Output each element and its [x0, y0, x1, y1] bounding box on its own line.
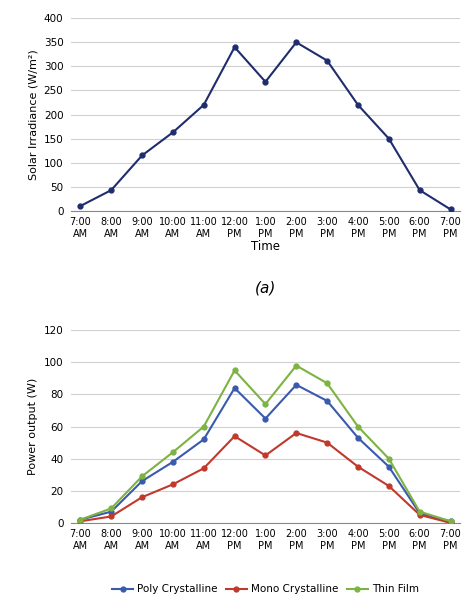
Line: Poly Crystalline: Poly Crystalline: [78, 382, 453, 523]
Poly Crystalline: [170, 458, 176, 466]
Poly Crystalline: [386, 463, 392, 471]
Poly Crystalline: [109, 508, 114, 516]
Poly Crystalline: [78, 516, 83, 523]
Line: Thin Film: Thin Film: [78, 363, 453, 523]
Y-axis label: Power output (W): Power output (W): [28, 378, 38, 475]
Poly Crystalline: [447, 517, 453, 525]
Mono Crystalline: [201, 465, 207, 472]
Mono Crystalline: [139, 494, 145, 501]
Mono Crystalline: [417, 511, 422, 519]
Line: Mono Crystalline: Mono Crystalline: [78, 430, 453, 525]
Mono Crystalline: [355, 463, 361, 471]
Poly Crystalline: [293, 381, 299, 389]
Thin Film: [232, 367, 237, 374]
Thin Film: [386, 455, 392, 462]
Y-axis label: Solar Irradiance (W/m²): Solar Irradiance (W/m²): [28, 49, 38, 180]
Mono Crystalline: [170, 481, 176, 488]
Poly Crystalline: [324, 397, 330, 404]
Poly Crystalline: [417, 510, 422, 517]
X-axis label: Time: Time: [251, 240, 280, 253]
Thin Film: [139, 472, 145, 480]
Legend: Poly Crystalline, Mono Crystalline, Thin Film: Poly Crystalline, Mono Crystalline, Thin…: [108, 580, 423, 598]
Poly Crystalline: [263, 415, 268, 422]
Mono Crystalline: [447, 519, 453, 527]
Mono Crystalline: [386, 482, 392, 489]
Thin Film: [355, 423, 361, 430]
Thin Film: [447, 517, 453, 525]
Text: (a): (a): [255, 280, 276, 295]
Mono Crystalline: [324, 439, 330, 446]
Poly Crystalline: [139, 477, 145, 485]
Thin Film: [324, 379, 330, 387]
Thin Film: [263, 401, 268, 408]
Thin Film: [293, 362, 299, 369]
Mono Crystalline: [232, 432, 237, 440]
Mono Crystalline: [263, 452, 268, 459]
Thin Film: [201, 423, 207, 430]
Thin Film: [170, 449, 176, 456]
Thin Film: [417, 508, 422, 516]
Mono Crystalline: [109, 513, 114, 520]
Thin Film: [78, 516, 83, 523]
Poly Crystalline: [201, 436, 207, 443]
Thin Film: [109, 505, 114, 512]
Mono Crystalline: [78, 517, 83, 525]
Poly Crystalline: [232, 384, 237, 392]
Poly Crystalline: [355, 434, 361, 441]
Mono Crystalline: [293, 429, 299, 437]
